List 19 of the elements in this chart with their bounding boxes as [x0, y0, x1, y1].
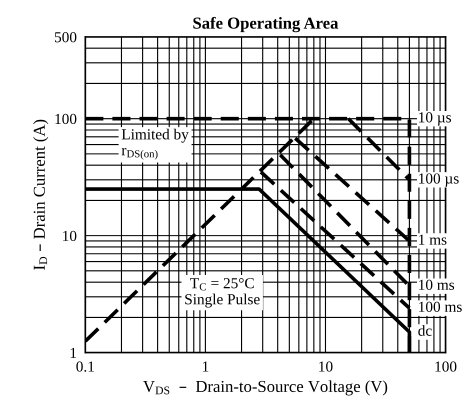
y-tick-label: 100	[55, 114, 76, 124]
x-tick-label: 0.1	[76, 361, 94, 372]
series-label: 100 µs	[419, 173, 459, 187]
series-label: 1 ms	[419, 234, 446, 245]
annotation: Limited by r$_{DS(on)}$	[122, 128, 189, 160]
series-label: 10 ms	[419, 280, 454, 290]
series-label: 10 µs	[419, 112, 452, 126]
y-tick-label: 10	[63, 230, 76, 242]
y-axis-title: I$_{D}$ – Drain Current (A)	[33, 120, 48, 270]
chart-title: Safe Operating Area	[193, 16, 338, 32]
x-tick-label: 100	[435, 361, 456, 372]
x-tick-label: 1	[202, 361, 208, 372]
annotation: T$_{C}$ = 25°C Single Pulse	[185, 278, 260, 308]
y-tick-label: 500	[54, 32, 76, 42]
y-tick-label: 1	[70, 348, 76, 358]
x-tick-label: 10	[319, 361, 333, 372]
series-label: 100 ms	[419, 302, 462, 312]
x-axis-title: V$_{DS}$ – Drain-to-Source Voltage (V)	[143, 380, 388, 396]
series-label: dc	[418, 325, 432, 336]
